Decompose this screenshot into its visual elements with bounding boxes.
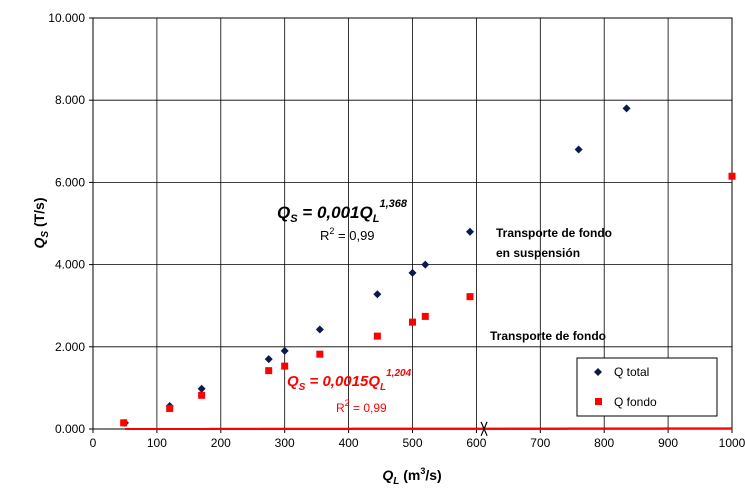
x-tick-label: 500 bbox=[402, 436, 422, 450]
label-transporte-suspension-1: Transporte de fondo bbox=[496, 226, 612, 240]
point-q-fondo bbox=[466, 293, 474, 301]
legend-label-fondo: Q fondo bbox=[614, 395, 657, 409]
y-tick-label: 4.000 bbox=[55, 258, 85, 272]
y-tick-label: 0.000 bbox=[55, 422, 85, 436]
r2-fondo: R2 = 0,99 bbox=[336, 398, 387, 415]
x-tick-label: 0 bbox=[90, 436, 97, 450]
point-q-fondo bbox=[373, 332, 381, 340]
x-axis-ticks: 0 100 200 300 400 500 600 700 800 900 1000 bbox=[90, 429, 745, 450]
trendlines bbox=[125, 427, 733, 430]
r2-total: R2 = 0,99 bbox=[320, 226, 375, 243]
x-tick-label: 1000 bbox=[719, 436, 745, 450]
point-q-total bbox=[466, 227, 475, 236]
legend-label-total: Q total bbox=[614, 365, 649, 379]
point-q-fondo bbox=[265, 367, 273, 375]
point-q-total bbox=[408, 268, 417, 277]
arrow-fondo-head-bottom bbox=[480, 421, 488, 431]
legend: Q total Q fondo bbox=[576, 357, 718, 417]
x-tick-label: 200 bbox=[211, 436, 231, 450]
x-tick-label: 400 bbox=[339, 436, 359, 450]
point-q-fondo bbox=[198, 391, 206, 399]
point-q-fondo bbox=[281, 362, 289, 370]
x-tick-label: 800 bbox=[594, 436, 614, 450]
legend-marker-fondo bbox=[595, 398, 602, 405]
point-q-total bbox=[421, 260, 430, 269]
point-q-total bbox=[280, 346, 289, 355]
point-q-total bbox=[315, 325, 324, 334]
y-tick-label: 2.000 bbox=[55, 340, 85, 354]
y-tick-label: 8.000 bbox=[55, 93, 85, 107]
x-axis-title: QL (m3/s) bbox=[382, 466, 441, 487]
x-tick-label: 700 bbox=[530, 436, 550, 450]
gridlines bbox=[93, 18, 732, 429]
point-q-fondo bbox=[316, 350, 324, 358]
point-q-total bbox=[622, 104, 631, 113]
point-q-total bbox=[373, 290, 382, 299]
x-tick-label: 300 bbox=[275, 436, 295, 450]
annotation-arrows bbox=[480, 421, 488, 437]
equation-total: QS = 0,001QL1,368 bbox=[277, 198, 408, 225]
equation-fondo: QS = 0,0015QL1,204 bbox=[287, 368, 412, 393]
x-tick-label: 600 bbox=[466, 436, 486, 450]
point-q-fondo bbox=[728, 172, 736, 180]
point-q-fondo bbox=[409, 318, 416, 326]
point-q-total bbox=[197, 384, 206, 393]
legend-marker-total bbox=[594, 368, 602, 376]
label-transporte-fondo: Transporte de fondo bbox=[490, 329, 606, 343]
point-q-fondo bbox=[120, 419, 128, 427]
y-tick-label: 6.000 bbox=[55, 175, 85, 189]
data-points bbox=[120, 104, 736, 427]
x-tick-label: 100 bbox=[147, 436, 167, 450]
legend-box bbox=[576, 357, 718, 417]
point-q-total bbox=[574, 145, 583, 154]
point-q-fondo bbox=[421, 312, 429, 320]
point-q-fondo bbox=[166, 404, 174, 412]
x-tick-label: 900 bbox=[658, 436, 678, 450]
y-axis-title: QS (T/s) bbox=[31, 197, 51, 248]
y-axis-ticks: 0.000 2.000 4.000 6.000 8.000 10.000 bbox=[48, 11, 93, 436]
y-tick-label: 10.000 bbox=[48, 11, 85, 25]
label-transporte-suspension-2: en suspensión bbox=[496, 246, 580, 260]
point-q-total bbox=[264, 355, 273, 364]
